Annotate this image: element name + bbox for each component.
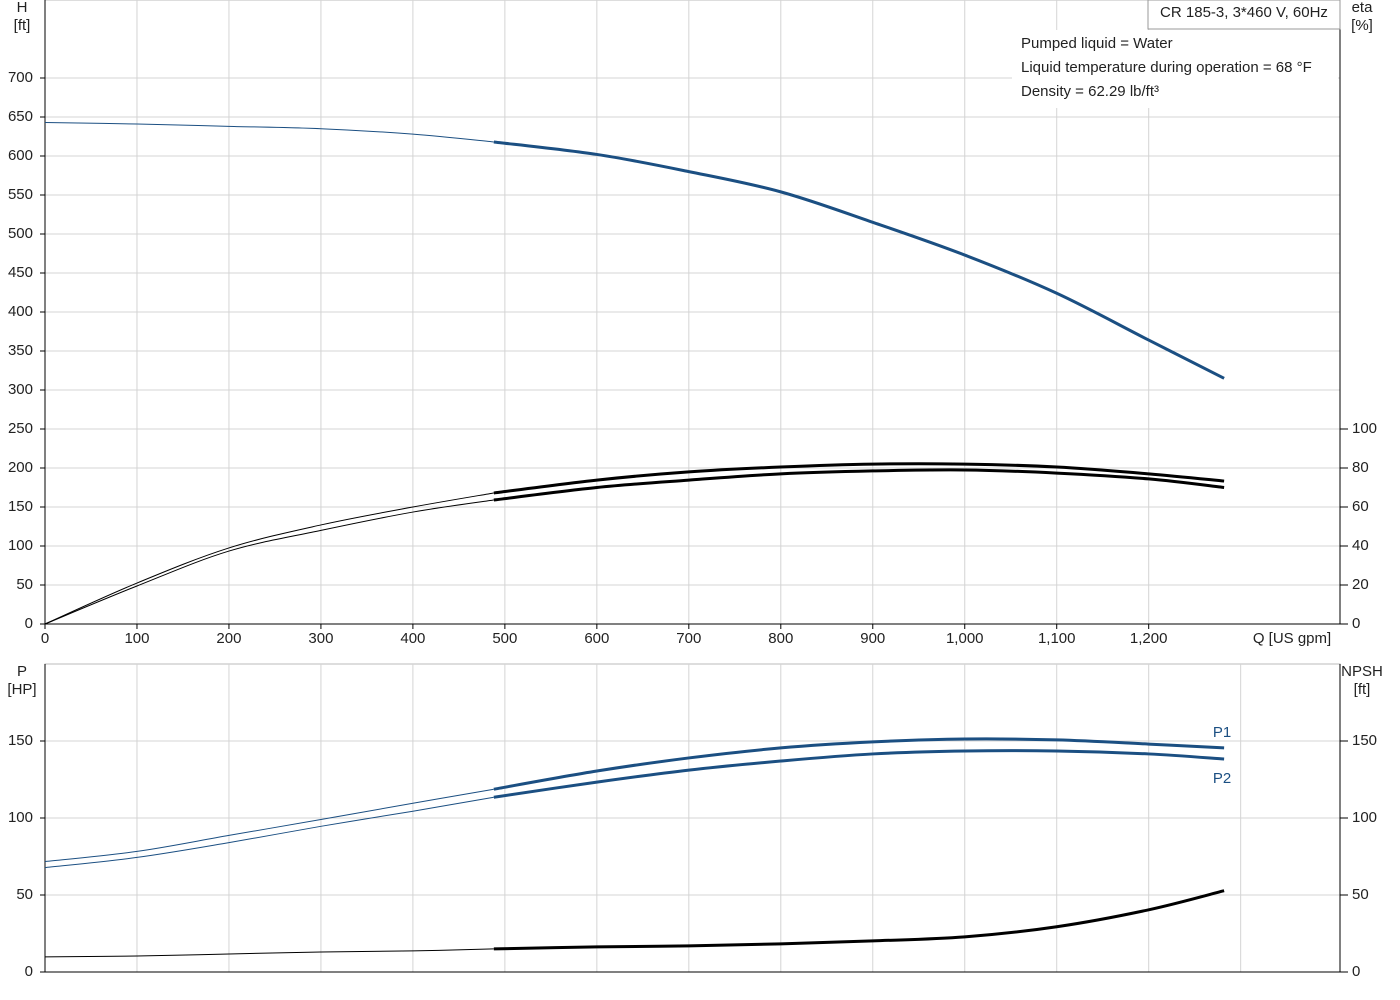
y2-tick-label: 100 xyxy=(1352,809,1377,826)
x-tick-label: 1,100 xyxy=(1038,630,1076,647)
curve-outside-duty xyxy=(44,796,494,869)
series-label: P2 xyxy=(1213,770,1231,787)
x-tick-label: 300 xyxy=(308,630,333,647)
y2-tick-label: 60 xyxy=(1352,498,1369,515)
y-tick-label: 700 xyxy=(8,69,33,86)
x-tick-label: 400 xyxy=(400,630,425,647)
x-tick-label: 700 xyxy=(676,630,701,647)
curve xyxy=(493,462,1225,495)
y-tick-label: 500 xyxy=(8,225,33,242)
y-tick-label: 350 xyxy=(8,342,33,359)
y-tick-label: 50 xyxy=(16,886,33,903)
title-box xyxy=(1147,0,1341,30)
y2-axis-label: eta xyxy=(1352,0,1374,16)
y-axis-label: [ft] xyxy=(14,17,31,34)
y2-axis-label: NPSH xyxy=(1341,663,1383,680)
y2-tick-label: 150 xyxy=(1352,732,1377,749)
y-tick-label: 200 xyxy=(8,459,33,476)
y-tick-label: 450 xyxy=(8,264,33,281)
chart-title: CR 185-3, 3*460 V, 60Hz xyxy=(1160,4,1328,21)
x-axis-label: Q [US gpm] xyxy=(1253,630,1331,647)
curve xyxy=(493,889,1225,951)
curve xyxy=(493,468,1225,502)
x-tick-label: 600 xyxy=(584,630,609,647)
y-tick-label: 300 xyxy=(8,381,33,398)
info-box-bg xyxy=(1012,30,1338,108)
y2-tick-label: 40 xyxy=(1352,537,1369,554)
y-tick-label: 0 xyxy=(25,615,33,632)
x-tick-label: 900 xyxy=(860,630,885,647)
curve-outside-duty xyxy=(44,948,494,958)
y2-tick-label: 50 xyxy=(1352,886,1369,903)
curve xyxy=(493,737,1225,791)
y-tick-label: 150 xyxy=(8,732,33,749)
y2-tick-label: 20 xyxy=(1352,576,1369,593)
y2-axis-label: [ft] xyxy=(1354,681,1371,698)
y-tick-label: 0 xyxy=(25,963,33,980)
x-tick-label: 100 xyxy=(124,630,149,647)
y2-tick-label: 0 xyxy=(1352,615,1360,632)
annotation: Liquid temperature during operation = 68… xyxy=(1021,59,1312,76)
y-tick-label: 250 xyxy=(8,420,33,437)
annotation: Density = 62.29 lb/ft³ xyxy=(1021,83,1159,100)
curve-outside-duty xyxy=(44,492,494,625)
y-tick-label: 150 xyxy=(8,498,33,515)
y-tick-label: 650 xyxy=(8,108,33,125)
y2-tick-label: 100 xyxy=(1352,420,1377,437)
curve xyxy=(493,749,1225,799)
x-tick-label: 800 xyxy=(768,630,793,647)
x-tick-label: 1,000 xyxy=(946,630,984,647)
y-axis-label: [HP] xyxy=(7,681,36,698)
y-axis-label: H xyxy=(17,0,28,16)
x-tick-label: 0 xyxy=(41,630,49,647)
curve xyxy=(493,140,1225,380)
x-tick-label: 500 xyxy=(492,630,517,647)
y-tick-label: 550 xyxy=(8,186,33,203)
y-axis-label: P xyxy=(17,663,27,680)
y-tick-label: 50 xyxy=(16,576,33,593)
curve-outside-duty xyxy=(44,121,494,143)
curve-outside-duty xyxy=(44,499,494,625)
series-label: P1 xyxy=(1213,724,1231,741)
y-tick-label: 100 xyxy=(8,537,33,554)
x-tick-label: 1,200 xyxy=(1130,630,1168,647)
y-tick-label: 600 xyxy=(8,147,33,164)
y2-tick-label: 80 xyxy=(1352,459,1369,476)
y2-axis-label: [%] xyxy=(1351,17,1373,34)
x-tick-label: 200 xyxy=(216,630,241,647)
annotation: Pumped liquid = Water xyxy=(1021,35,1173,52)
curve-outside-duty xyxy=(44,788,494,863)
y-tick-label: 100 xyxy=(8,809,33,826)
y2-tick-label: 0 xyxy=(1352,963,1360,980)
y-tick-label: 400 xyxy=(8,303,33,320)
